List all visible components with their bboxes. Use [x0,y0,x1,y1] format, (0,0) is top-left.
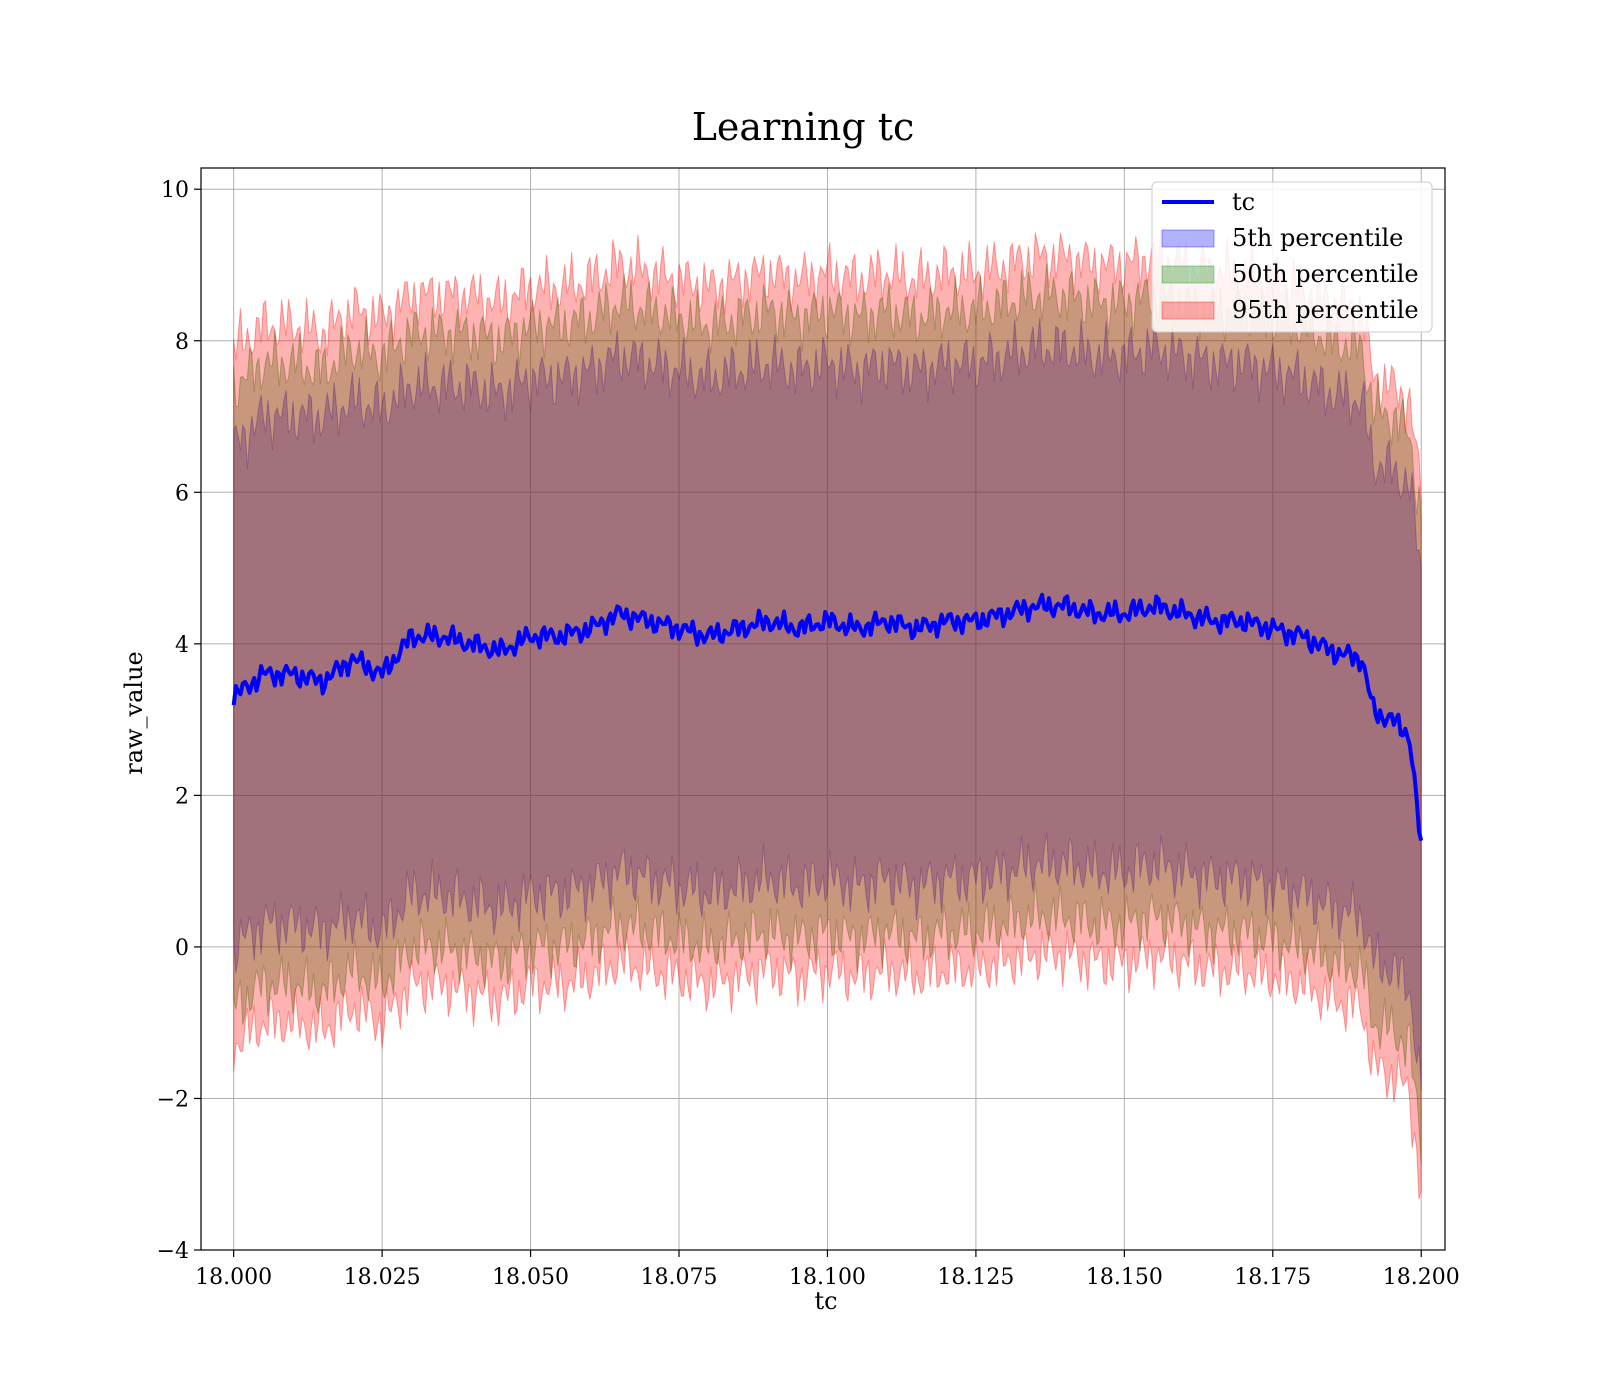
legend-swatch-50th-percentile [1161,265,1215,284]
x-tick-label-5: 18.125 [937,1265,1014,1290]
y-axis-label: raw_value [120,651,148,775]
x-axis-label: tc [814,1287,837,1315]
plot-area [200,167,1446,1251]
y-tick-label-1: −2 [157,1087,189,1112]
x-tick-label-0: 18.000 [195,1265,272,1290]
series-lines [231,592,1424,842]
legend-label-50th-percentile: 50th percentile [1232,260,1419,288]
plot-frame [200,167,1446,1251]
x-tick-label-7: 18.175 [1234,1265,1311,1290]
x-tick-label-6: 18.150 [1086,1265,1163,1290]
plot-background [201,168,1445,1250]
series-line-tc [231,592,1424,842]
x-tick-label-4: 18.100 [789,1265,866,1290]
legend-swatch-5th-percentile [1161,229,1215,248]
y-tick-label-6: 8 [175,330,189,355]
legend-label-tc: tc [1232,188,1255,216]
legend-label-5th-percentile: 5th percentile [1232,224,1403,252]
band-50th-percentile [233,263,1422,1164]
band-5th-percentile [233,317,1422,1090]
y-tick-label-2: 0 [175,936,189,961]
legend-box [1151,181,1433,333]
x-tick-label-3: 18.075 [641,1265,718,1290]
x-tick-label-2: 18.050 [492,1265,569,1290]
x-tick-label-8: 18.200 [1383,1265,1460,1290]
y-tick-label-5: 6 [175,481,189,506]
legend: tc 5th percentile 50th percentile 95th perc… [1151,181,1433,333]
legend-label-95th-percentile: 95th percentile [1232,296,1419,324]
y-tick-label-3: 2 [175,784,189,809]
percentile-bands [233,229,1422,1200]
y-tick-label-7: 10 [161,178,189,203]
chart-title: Learning tc [692,105,915,149]
y-axis: −4 −2 0 2 4 6 8 10 [157,178,201,1264]
x-axis: 18.000 18.025 18.050 18.075 18.100 18.125 18.1… [195,1250,1460,1290]
legend-swatch-95th-percentile [1161,301,1215,320]
band-95th-percentile [233,229,1422,1200]
x-tick-label-1: 18.025 [344,1265,421,1290]
y-tick-label-4: 4 [175,633,189,658]
y-tick-label-0: −4 [157,1239,189,1264]
